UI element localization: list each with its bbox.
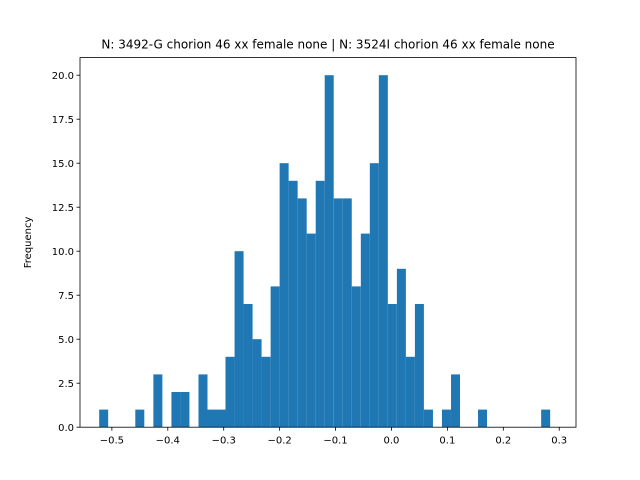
chart-title: N: 3492-G chorion 46 xx female none | N:… xyxy=(101,38,554,52)
histogram-bar xyxy=(270,286,280,428)
y-tick-label: 2.5 xyxy=(58,379,74,390)
y-tick-label: 0.0 xyxy=(58,423,74,434)
y-tick-label: 5.0 xyxy=(58,335,74,346)
x-tick-label: 0.1 xyxy=(439,436,455,447)
histogram-bar xyxy=(180,392,190,428)
y-tick-label: 7.5 xyxy=(58,291,74,302)
histogram-bar xyxy=(360,233,370,428)
histogram-bar xyxy=(378,75,388,428)
y-tick-label: 15.0 xyxy=(52,159,74,170)
histogram-bar xyxy=(451,374,461,428)
histogram-bar xyxy=(387,304,397,428)
histogram-bar xyxy=(225,356,235,428)
histogram-bar xyxy=(396,268,406,428)
histogram-bar xyxy=(135,409,145,428)
histogram-bar xyxy=(297,198,307,428)
histogram-bar xyxy=(423,409,433,428)
x-tick-label: −0.5 xyxy=(100,436,124,447)
x-tick-label: 0.0 xyxy=(384,436,400,447)
histogram-bar xyxy=(171,392,181,428)
y-tick-label: 20.0 xyxy=(52,71,74,82)
y-axis: 0.0 2.5 5.0 7.5 10.0 12.5 15.0 17.5 20.0 xyxy=(52,71,80,434)
histogram-bar xyxy=(216,409,226,428)
x-tick-label: −0.1 xyxy=(323,436,347,447)
histogram-bar xyxy=(288,180,298,428)
histogram-bar xyxy=(414,304,424,428)
y-tick-label: 12.5 xyxy=(52,203,74,214)
x-axis: −0.5 −0.4 −0.3 −0.2 −0.1 0.0 0.1 0.2 0.3 xyxy=(100,427,567,447)
histogram-bar xyxy=(306,233,316,428)
histogram-bar xyxy=(333,198,343,428)
histogram-bar xyxy=(99,409,109,428)
y-tick-label: 10.0 xyxy=(52,247,74,258)
histogram-bar xyxy=(478,409,488,428)
histogram-bar xyxy=(405,356,415,428)
histogram-bar xyxy=(324,75,334,428)
histogram-bar xyxy=(351,286,361,428)
histogram-bar xyxy=(153,374,163,428)
histogram-bar xyxy=(252,339,262,428)
x-tick-label: 0.2 xyxy=(495,436,511,447)
histogram-bar xyxy=(207,409,217,428)
histogram-bar xyxy=(261,356,271,428)
y-axis-title: Frequency xyxy=(23,216,34,268)
histogram-bar xyxy=(243,304,253,428)
x-tick-label: −0.3 xyxy=(212,436,236,447)
histogram-bar xyxy=(441,409,451,428)
histogram-bar xyxy=(315,180,325,428)
histogram-bar xyxy=(198,374,208,428)
histogram-bar xyxy=(541,409,551,428)
histogram-bar xyxy=(234,251,244,428)
plot-frame xyxy=(79,57,577,428)
histogram-bar xyxy=(342,198,352,428)
histogram-bar xyxy=(279,163,289,428)
histogram-bar xyxy=(369,163,379,428)
y-tick-label: 17.5 xyxy=(52,115,74,126)
x-tick-label: −0.2 xyxy=(267,436,291,447)
x-tick-label: 0.3 xyxy=(551,436,567,447)
x-tick-label: −0.4 xyxy=(156,436,180,447)
histogram-bars xyxy=(99,75,551,428)
